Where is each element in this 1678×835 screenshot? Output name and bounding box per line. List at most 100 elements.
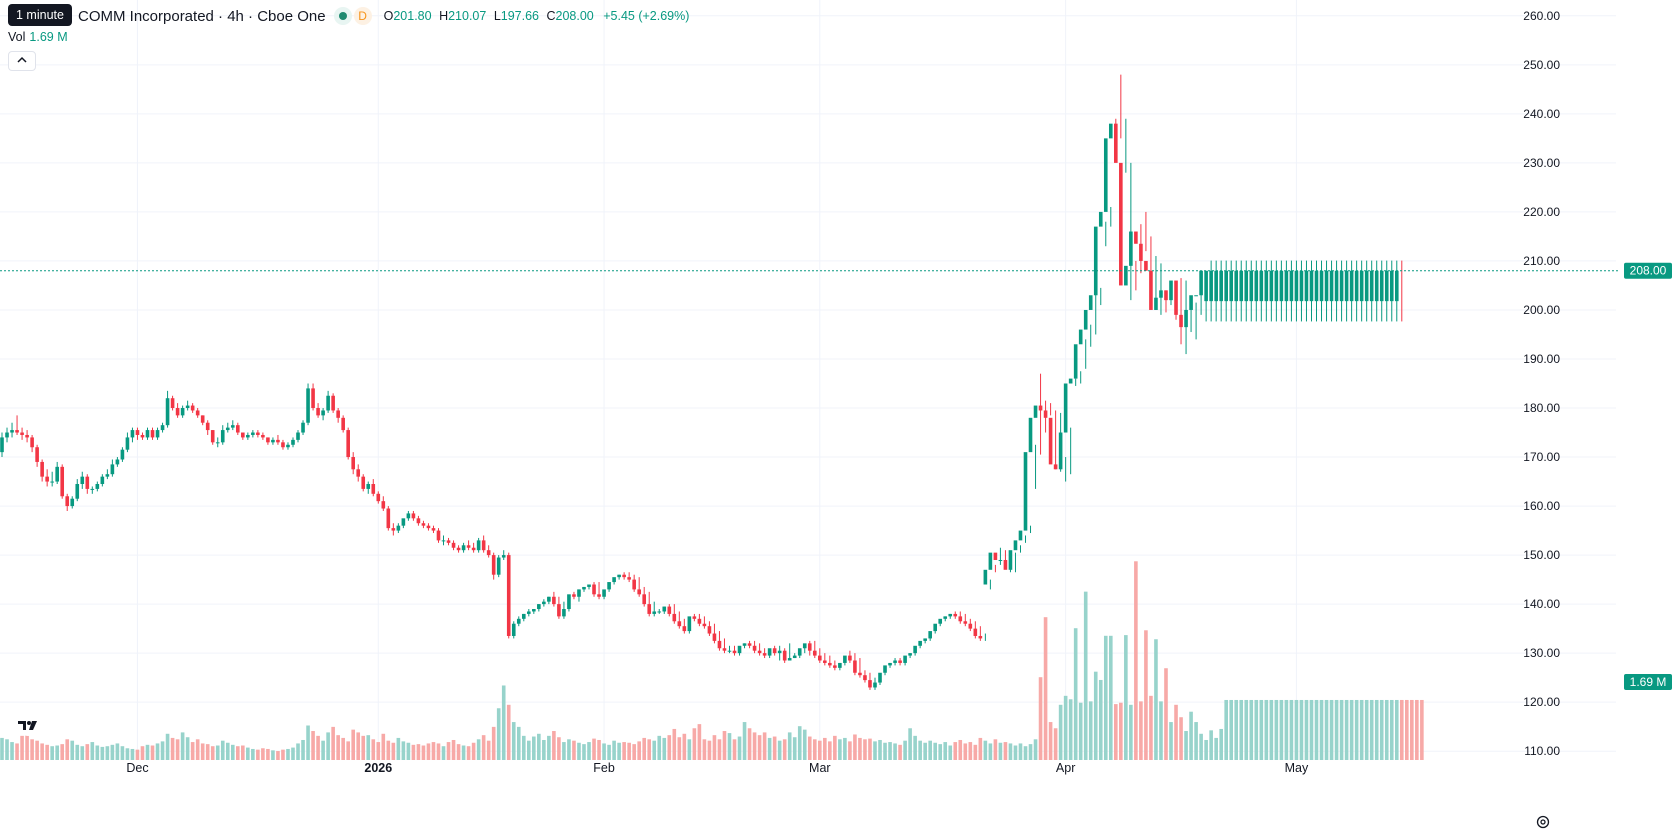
price-axis[interactable]: 110.00 120.00 130.00 140.00 150.00 160.00 170.… [1523, 9, 1560, 758]
candle [1063, 383, 1068, 482]
last-volume-label: 1.69 M [1624, 674, 1672, 690]
volume-bar [20, 735, 24, 760]
volume-bar [903, 740, 907, 760]
candle-body [1234, 270, 1239, 302]
candle-body [461, 545, 466, 551]
candle [1339, 260, 1344, 322]
candle [742, 643, 747, 649]
volume-bar [80, 746, 85, 760]
candle-body [1048, 417, 1053, 465]
candle-body [792, 655, 797, 659]
settings-icon[interactable] [1535, 814, 1551, 830]
candle [893, 658, 897, 666]
candle-body [662, 606, 667, 612]
collapse-legend-button[interactable] [8, 51, 36, 71]
candle [1164, 290, 1168, 313]
volume-bar [466, 746, 471, 760]
volume-bar [923, 742, 927, 760]
candle-body [130, 430, 135, 438]
candle [532, 609, 536, 614]
candle-body [521, 613, 526, 619]
candle [251, 430, 255, 438]
volume-bar [251, 748, 255, 760]
change-value: +5.45 (+2.69%) [603, 9, 690, 23]
volume-bar [326, 732, 330, 760]
time-axis[interactable]: Dec 2026 Feb Mar Apr May [126, 761, 1309, 775]
y-tick-label: 260.00 [1523, 9, 1560, 23]
candle-body [356, 469, 361, 477]
volume-bar [316, 735, 320, 760]
interval-tooltip: 1 minute [8, 4, 72, 26]
candle [1249, 260, 1254, 322]
volume-bar [361, 735, 366, 760]
candle [100, 474, 105, 487]
tradingview-logo-icon[interactable] [14, 714, 42, 736]
candle-body [1043, 410, 1048, 418]
delayed-badge[interactable]: D [353, 7, 372, 25]
candle [1119, 74, 1123, 286]
candle [5, 427, 9, 443]
y-tick-label: 250.00 [1523, 58, 1560, 72]
volume-bar [511, 722, 516, 760]
volume-bar [1028, 744, 1033, 760]
candle-body [336, 410, 340, 418]
market-status-icon[interactable] [333, 7, 352, 25]
candle-body [220, 430, 225, 443]
volume-bar [677, 737, 682, 760]
volume-bar [787, 732, 792, 760]
volume-bar [65, 739, 70, 760]
volume-bar [687, 739, 692, 760]
volume-bar [210, 746, 215, 760]
candle-body [782, 650, 787, 661]
volume-bar [451, 739, 456, 760]
candle-body [45, 476, 49, 482]
candle-body [20, 432, 24, 435]
candle-body [1098, 211, 1103, 227]
volume-value: 1.69 M [29, 30, 68, 44]
volume-bar [622, 742, 626, 760]
candle [898, 658, 902, 666]
candle-body [291, 439, 295, 445]
volume-bar [1068, 699, 1073, 760]
volume-bar [1144, 630, 1148, 760]
open-label: O [383, 9, 394, 23]
candle-body [346, 430, 350, 458]
volume-bar [817, 740, 822, 760]
volume-bar [145, 744, 150, 760]
volume-bar [456, 744, 461, 760]
candle [20, 427, 24, 440]
candle [858, 658, 862, 678]
candle-body [456, 547, 461, 551]
candle [95, 481, 100, 492]
candle-body [60, 466, 65, 497]
candle [692, 613, 697, 622]
candle-body [251, 432, 255, 435]
candle [797, 648, 802, 659]
candle-body [918, 640, 922, 646]
candle-body [1083, 309, 1088, 330]
candle [792, 653, 797, 659]
volume-bar [70, 740, 75, 760]
volume-bar [195, 739, 200, 760]
candle-body [506, 555, 511, 636]
candle [165, 390, 170, 428]
last-price-value: 208.00 [1630, 264, 1667, 278]
candle-body [125, 437, 130, 450]
candle-body [281, 442, 285, 448]
volume-bar [1018, 743, 1023, 760]
candle-body [1179, 314, 1183, 328]
volume-bar [928, 740, 932, 760]
candle [1149, 236, 1153, 310]
high-label: H [439, 9, 449, 23]
volume-bar [567, 739, 571, 760]
volume-bar [160, 741, 165, 760]
candle [356, 464, 361, 482]
volume-bar [266, 748, 270, 760]
volume-bar [853, 734, 857, 760]
candle [1204, 270, 1208, 322]
candle-body [1384, 270, 1389, 302]
symbol-title[interactable]: COMM Incorporated · 4h · Cboe One [78, 7, 326, 25]
candle [210, 430, 215, 445]
candle [1199, 270, 1203, 315]
